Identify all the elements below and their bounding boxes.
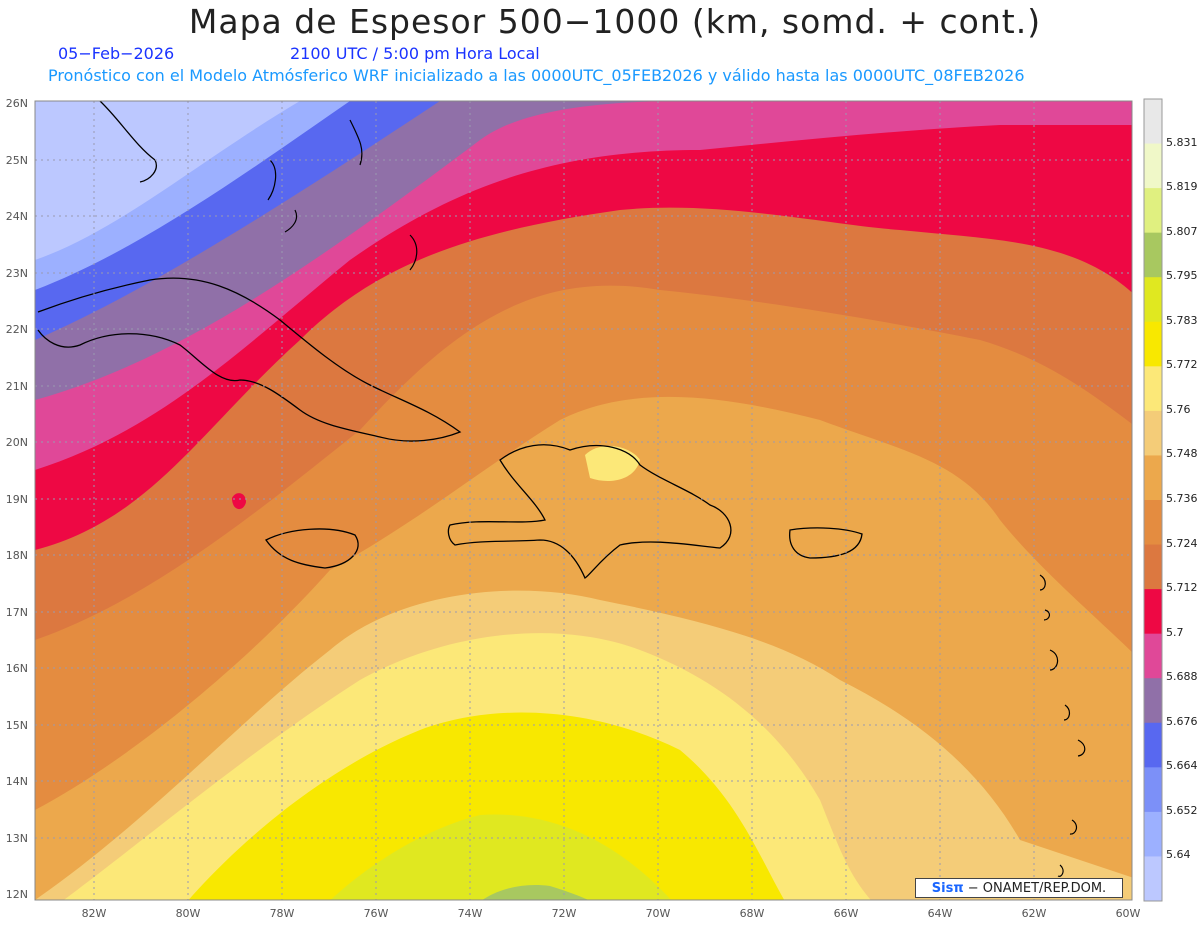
lat-label: 23N bbox=[6, 267, 28, 280]
colorbar-label: 5.664 bbox=[1166, 759, 1198, 773]
lat-label: 12N bbox=[6, 888, 28, 901]
lat-label: 20N bbox=[6, 436, 28, 449]
lat-label: 15N bbox=[6, 719, 28, 732]
colorbar bbox=[1143, 98, 1163, 902]
colorbar-label: 5.7 bbox=[1166, 625, 1184, 639]
lat-label: 18N bbox=[6, 549, 28, 562]
lat-label: 14N bbox=[6, 775, 28, 788]
model-subtitle: Pronóstico con el Modelo Atmósferico WRF… bbox=[48, 66, 1025, 85]
lat-label: 25N bbox=[6, 154, 28, 167]
colorbar-label: 5.712 bbox=[1166, 581, 1198, 595]
colorbar-swatch bbox=[1144, 589, 1162, 635]
bahamas-outline bbox=[267, 119, 418, 271]
puerto-rico-outline bbox=[789, 527, 863, 559]
cuba-outline bbox=[37, 277, 462, 442]
colorbar-label: 5.652 bbox=[1166, 803, 1198, 817]
colorbar-label: 5.736 bbox=[1166, 492, 1198, 505]
colorbar-label: 5.831 bbox=[1166, 135, 1198, 149]
band-5795 bbox=[482, 885, 589, 900]
lat-label: 24N bbox=[6, 210, 28, 223]
credit-brand: Sisπ bbox=[931, 881, 964, 896]
lon-label: 60W bbox=[1116, 907, 1141, 920]
florida-outline bbox=[99, 101, 157, 183]
colorbar-label: 5.783 bbox=[1166, 313, 1198, 327]
lat-label: 26N bbox=[6, 97, 28, 110]
colorbar-swatch bbox=[1144, 856, 1162, 902]
colorbar-label: 5.819 bbox=[1166, 180, 1198, 194]
colorbar-label: 5.64 bbox=[1166, 848, 1191, 862]
colorbar-swatch bbox=[1144, 188, 1162, 234]
lon-label: 70W bbox=[646, 907, 671, 920]
map-frame bbox=[34, 100, 1133, 901]
colorbar-swatch bbox=[1144, 633, 1162, 679]
colorbar-label: 5.676 bbox=[1166, 714, 1198, 728]
band-5783 bbox=[330, 814, 672, 900]
colorbar-swatch bbox=[1144, 500, 1162, 546]
lon-label: 78W bbox=[270, 907, 295, 920]
lat-axis: 26N 25N 24N 23N 22N 21N 20N 19N 18N 17N … bbox=[6, 97, 28, 901]
colorbar-swatch bbox=[1144, 321, 1162, 367]
colorbar-swatch bbox=[1144, 99, 1162, 145]
lon-label: 64W bbox=[928, 907, 953, 920]
colorbar-label: 5.724 bbox=[1166, 536, 1198, 550]
gridlines bbox=[35, 101, 1132, 900]
colorbar-swatch bbox=[1144, 143, 1162, 189]
hispaniola-outline bbox=[447, 444, 732, 579]
colorbar-label: 5.772 bbox=[1166, 358, 1198, 372]
lon-label: 66W bbox=[834, 907, 859, 920]
colorbar-label: 5.688 bbox=[1166, 670, 1198, 684]
lon-label: 82W bbox=[82, 907, 107, 920]
lat-label: 22N bbox=[6, 323, 28, 336]
forecast-time: 2100 UTC / 5:00 pm Hora Local bbox=[290, 44, 540, 63]
colorbar-swatch bbox=[1144, 232, 1162, 278]
lat-label: 17N bbox=[6, 606, 28, 619]
colorbar-swatch bbox=[1144, 455, 1162, 501]
lat-label: 19N bbox=[6, 493, 28, 506]
lon-label: 80W bbox=[176, 907, 201, 920]
colorbar-label: 5.795 bbox=[1166, 269, 1198, 283]
colorbar-label: 5.76 bbox=[1166, 402, 1191, 416]
lon-label: 62W bbox=[1022, 907, 1047, 920]
lesser-antilles-outline bbox=[1039, 574, 1086, 877]
colorbar-label: 5.748 bbox=[1166, 447, 1198, 461]
lon-label: 68W bbox=[740, 907, 765, 920]
colorbar-swatch bbox=[1144, 366, 1162, 412]
map-title: Mapa de Espesor 500−1000 (km, somd. + co… bbox=[188, 2, 1042, 41]
jamaica-outline bbox=[265, 528, 359, 569]
colorbar-swatch bbox=[1144, 767, 1162, 813]
lon-label: 74W bbox=[458, 907, 483, 920]
band-5772 bbox=[188, 712, 785, 900]
hispaniola-warm-spot bbox=[585, 445, 640, 481]
colorbar-label: 5.807 bbox=[1166, 224, 1198, 238]
colorbar-swatch bbox=[1144, 678, 1162, 724]
isolated-cell bbox=[232, 493, 246, 510]
lat-label: 21N bbox=[6, 380, 28, 393]
lat-label: 16N bbox=[6, 662, 28, 675]
lon-axis: 82W 80W 78W 76W 74W 72W 70W 68W 66W 64W … bbox=[82, 907, 1141, 920]
forecast-date: 05−Feb−2026 bbox=[58, 44, 175, 63]
colorbar-frame bbox=[1143, 98, 1163, 902]
colorbar-swatch bbox=[1144, 811, 1162, 857]
colorbar-swatch bbox=[1144, 277, 1162, 323]
colorbar-swatch bbox=[1144, 544, 1162, 590]
credit-box: Sisπ − ONAMET/REP.DOM. bbox=[915, 878, 1123, 898]
lat-label: 13N bbox=[6, 832, 28, 845]
lon-label: 76W bbox=[364, 907, 389, 920]
colorbar-swatch bbox=[1144, 410, 1162, 456]
colorbar-swatch bbox=[1144, 722, 1162, 768]
thickness-field bbox=[35, 101, 1132, 900]
lon-label: 72W bbox=[552, 907, 577, 920]
credit-text: − ONAMET/REP.DOM. bbox=[967, 881, 1107, 896]
